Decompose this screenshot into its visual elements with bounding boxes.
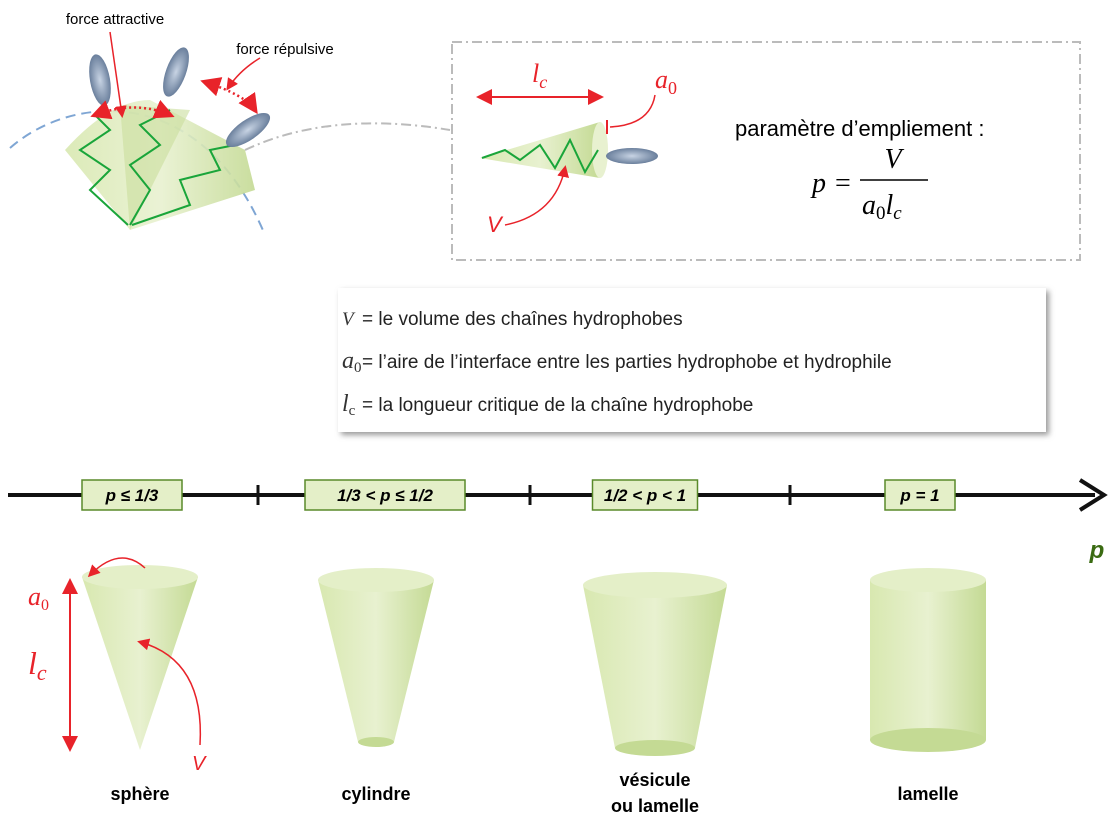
formula-denominator: a0lc: [862, 190, 902, 224]
shapes: [62, 557, 986, 756]
volume-label: V: [487, 212, 504, 237]
range-label: p ≤ 1/3: [105, 486, 159, 505]
range-box: [591, 479, 699, 511]
legend-text: = la longueur critique de la chaîne hydr…: [362, 395, 753, 416]
legend-symbol: V: [342, 309, 356, 330]
attractive-label: force attractive: [66, 11, 164, 28]
shape-area-label: a0: [28, 582, 49, 614]
shape-name: ou lamelle: [611, 796, 699, 816]
shape-name: sphère: [110, 784, 169, 804]
shape-volume-label: V: [192, 753, 207, 775]
legend-text: = l’aire de l’interface entre les partie…: [362, 352, 892, 373]
legend-box: [338, 288, 1046, 432]
range-box: [81, 479, 183, 511]
shape-name: vésicule: [619, 770, 690, 790]
inset-box: [451, 41, 1081, 261]
shape-length-label: lc: [28, 645, 47, 685]
formula-lhs: p: [810, 168, 826, 199]
inset-title: paramètre d’empliement :: [735, 116, 984, 141]
range-label: 1/3 < p ≤ 1/2: [337, 486, 433, 505]
legend-symbol: a0: [342, 348, 362, 376]
shape-name: lamelle: [897, 784, 958, 804]
axis-label: p: [1089, 537, 1105, 564]
shape-name: cylindre: [341, 784, 410, 804]
axis-arrow: [1078, 478, 1108, 512]
range-box: [304, 479, 466, 511]
formula-numerator: V: [884, 144, 904, 175]
legend-symbol: lc: [342, 391, 356, 419]
area-label: a0: [655, 65, 677, 98]
length-label: lc: [532, 59, 547, 92]
formula: p = V a0lc: [810, 144, 928, 224]
range-label: p = 1: [899, 486, 939, 505]
repulsive-label: force répulsive: [236, 41, 334, 58]
range-label: 1/2 < p < 1: [604, 486, 686, 505]
range-box: [884, 479, 956, 511]
legend-text: = le volume des chaînes hydrophobes: [362, 309, 683, 330]
formula-equals: =: [835, 168, 851, 199]
micelle-sketch: [9, 31, 451, 236]
axis-ticks: [256, 485, 792, 505]
inset-cone: [476, 89, 658, 226]
